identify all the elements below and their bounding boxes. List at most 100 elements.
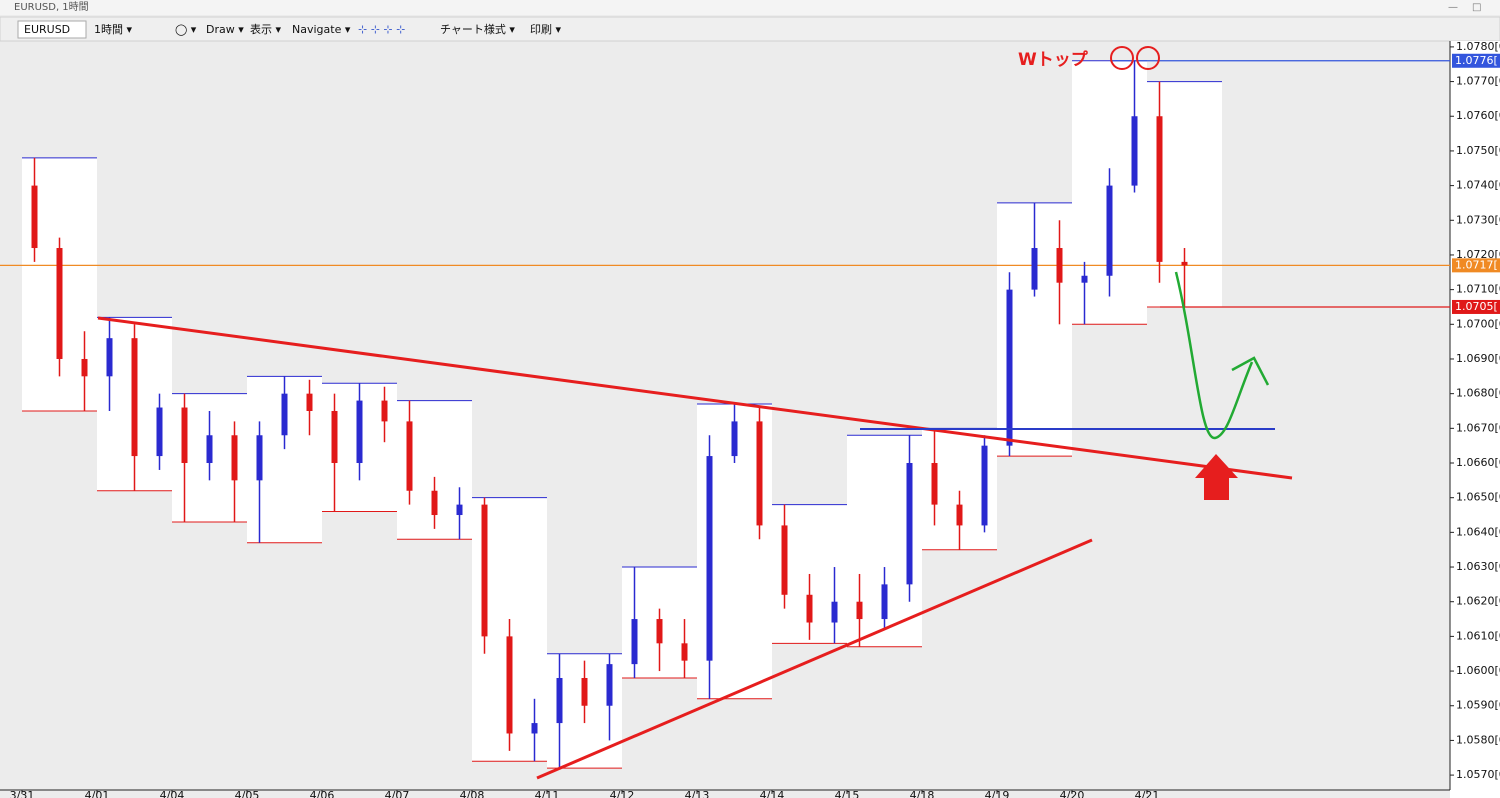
candle-body — [531, 723, 538, 734]
y-tick-label: 1.0600[0 — [1456, 664, 1500, 677]
candle-body — [1131, 116, 1138, 186]
forecast-arrow-head — [1231, 356, 1270, 386]
y-tick-label: 1.0680[0 — [1456, 387, 1500, 400]
y-tick-label: 1.0720[0 — [1456, 248, 1500, 261]
draw-menu[interactable]: Draw ▾ — [206, 23, 244, 36]
candle-body — [631, 619, 638, 665]
top-circle — [1110, 46, 1134, 70]
candle-body — [756, 421, 763, 526]
minimize-button[interactable]: — — [1448, 2, 1458, 13]
price-label: 1.0717[ — [1455, 258, 1498, 271]
y-tick-label: 1.0670[0 — [1456, 421, 1500, 434]
candle-body — [181, 407, 188, 464]
candle-body — [1181, 261, 1188, 266]
candle-body — [31, 185, 38, 249]
y-tick-label: 1.0730[0 — [1456, 213, 1500, 226]
candle-body — [606, 664, 613, 706]
x-tick-label: 3/31 — [10, 789, 35, 798]
candle-body — [931, 463, 938, 505]
plot-area: 1.0570[0 1.0580[0 1.0590[0 1.0600[0 1.0610[0… — [0, 40, 1500, 798]
candle-body — [581, 677, 588, 706]
candle-body — [56, 248, 63, 359]
x-tick-label: 4/15 — [835, 789, 860, 798]
candle-body — [356, 400, 363, 464]
x-tick-label: 4/11 — [535, 789, 560, 798]
user-drawings: Wトップ — [97, 46, 1293, 780]
candle-body — [156, 407, 163, 457]
zoom-tools[interactable]: ⊹ ⊹ ⊹ ⊹ — [358, 23, 405, 36]
x-tick-label: 4/21 — [1135, 789, 1160, 798]
candle-body — [406, 421, 413, 491]
navigate-menu[interactable]: Navigate ▾ — [292, 23, 351, 36]
x-tick-label: 4/13 — [685, 789, 710, 798]
axis-panel — [1450, 41, 1500, 798]
price-label-box — [1452, 299, 1500, 314]
x-tick-label: 4/18 — [910, 789, 935, 798]
y-tick-label: 1.0660[0 — [1456, 456, 1500, 469]
candle-body — [256, 435, 263, 481]
x-tick-label: 4/19 — [985, 789, 1010, 798]
symbol-select[interactable]: EURUSD — [24, 23, 70, 36]
x-tick-label: 4/05 — [235, 789, 260, 798]
y-tick-label: 1.0780[0 — [1456, 40, 1500, 53]
candle-body — [806, 594, 813, 623]
candle-body — [556, 677, 563, 724]
candle-body — [881, 584, 888, 620]
x-tick-label: 4/06 — [310, 789, 335, 798]
candle-body — [506, 636, 513, 734]
candle-body — [1006, 289, 1013, 446]
timeframe-select[interactable]: 1時間 ▾ — [94, 23, 132, 36]
candle-body — [731, 421, 738, 457]
price-label: 1.0776[ — [1455, 54, 1498, 67]
candle-body — [1081, 275, 1088, 283]
x-tick-label: 4/08 — [460, 789, 485, 798]
view-menu[interactable]: 表示 ▾ — [250, 22, 281, 36]
candle-body — [856, 601, 863, 620]
x-tick-label: 4/07 — [385, 789, 410, 798]
candle-body — [131, 338, 138, 457]
symbol-box[interactable] — [17, 20, 87, 39]
y-tick-label: 1.0750[0 — [1456, 144, 1500, 157]
candle-body — [1056, 248, 1063, 283]
x-tick-label: 4/20 — [1060, 789, 1085, 798]
y-tick-label: 1.0690[0 — [1456, 352, 1500, 365]
print-menu[interactable]: 印刷 ▾ — [530, 23, 561, 36]
price-label-box — [1452, 53, 1500, 68]
y-tick-label: 1.0710[0 — [1456, 283, 1500, 296]
chart-style-menu[interactable]: チャート様式 ▾ — [440, 22, 515, 36]
candle-body — [381, 400, 388, 422]
shape-tool[interactable]: ◯ ▾ — [175, 23, 197, 36]
y-tick-label: 1.0630[0 — [1456, 560, 1500, 573]
y-tick-label: 1.0650[0 — [1456, 491, 1500, 504]
candle-body — [781, 525, 788, 595]
candle-body — [906, 463, 913, 585]
candle-body — [281, 393, 288, 436]
x-tick-label: 4/12 — [610, 789, 635, 798]
y-tick-label: 1.0740[0 — [1456, 179, 1500, 192]
y-tick-label: 1.0640[0 — [1456, 525, 1500, 538]
candle-body — [831, 601, 838, 623]
candle-body — [1106, 185, 1113, 276]
maximize-button[interactable]: □ — [1472, 2, 1481, 13]
support-trendline — [536, 538, 1093, 780]
candle-body — [656, 619, 663, 644]
candle-body — [706, 456, 713, 661]
top-circle — [1136, 46, 1160, 70]
y-tick-label: 1.0700[0 — [1456, 317, 1500, 330]
forecast-arrow — [1174, 271, 1254, 440]
title-bar — [0, 0, 1500, 15]
y-tick-label: 1.0590[0 — [1456, 699, 1500, 712]
candle-body — [331, 410, 338, 464]
candle-body — [456, 504, 463, 516]
candle-body — [81, 358, 88, 377]
x-tick-label: 4/04 — [160, 789, 185, 798]
candle-body — [481, 504, 488, 637]
y-tick-label: 1.0760[0 — [1456, 109, 1500, 122]
resistance-trendline — [97, 316, 1293, 480]
window-title: EURUSD, 1時間 — [14, 1, 89, 13]
y-tick-label: 1.0620[0 — [1456, 595, 1500, 608]
y-tick-label: 1.0770[0 — [1456, 75, 1500, 88]
candle-body — [106, 338, 113, 377]
toolbar — [0, 16, 1500, 42]
